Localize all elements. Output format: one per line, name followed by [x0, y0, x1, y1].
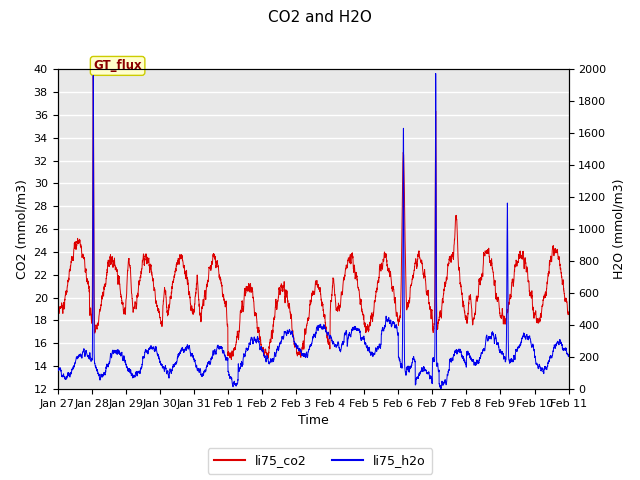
Legend: li75_co2, li75_h2o: li75_co2, li75_h2o — [208, 448, 432, 474]
Y-axis label: CO2 (mmol/m3): CO2 (mmol/m3) — [15, 179, 28, 279]
Y-axis label: H2O (mmol/m3): H2O (mmol/m3) — [612, 179, 625, 279]
X-axis label: Time: Time — [298, 414, 328, 427]
Text: GT_flux: GT_flux — [93, 60, 142, 72]
Text: CO2 and H2O: CO2 and H2O — [268, 10, 372, 24]
